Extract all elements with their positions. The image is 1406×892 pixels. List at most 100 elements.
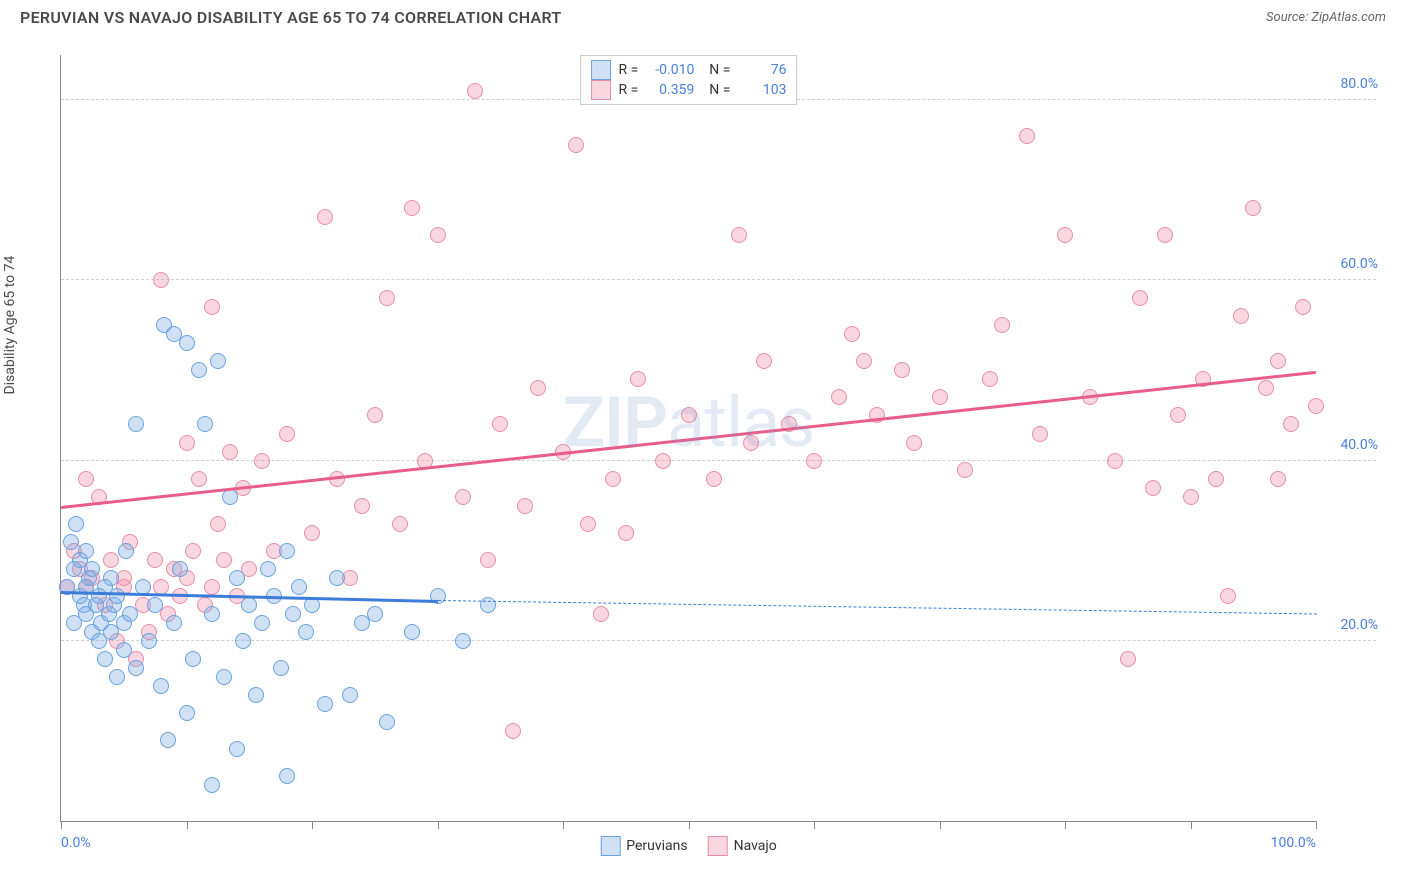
data-point-peruvians [191,362,207,378]
data-point-peruvians [172,561,188,577]
data-point-navajo [517,498,533,514]
data-point-navajo [831,389,847,405]
data-point-navajo [204,299,220,315]
x-tick [187,821,188,829]
data-point-navajo [1308,398,1324,414]
x-tick [438,821,439,829]
data-point-peruvians [68,516,84,532]
legend-swatch-icon [591,60,611,80]
data-point-peruvians [455,633,471,649]
gridline [61,640,1376,641]
data-point-navajo [605,471,621,487]
data-point-navajo [681,407,697,423]
data-point-navajo [354,498,370,514]
data-point-navajo [743,435,759,451]
data-point-peruvians [160,732,176,748]
data-point-navajo [1283,416,1299,432]
plot-area: ZIPatlas R = -0.010 N = 76 R = 0.359 N =… [60,55,1316,822]
data-point-peruvians [166,615,182,631]
x-tick [940,821,941,829]
y-axis-label: Disability Age 65 to 74 [2,256,18,395]
data-point-peruvians [179,335,195,351]
data-point-navajo [392,516,408,532]
data-point-navajo [1157,227,1173,243]
legend-row-navajo: R = 0.359 N = 103 [591,80,787,100]
data-point-navajo [1208,471,1224,487]
data-point-navajo [492,416,508,432]
data-point-navajo [593,606,609,622]
data-point-navajo [1295,299,1311,315]
y-tick-label: 80.0% [1340,76,1378,92]
data-point-navajo [317,209,333,225]
x-tick-label: 100.0% [1271,835,1316,851]
data-point-navajo [706,471,722,487]
data-point-navajo [1170,407,1186,423]
data-point-peruvians [78,543,94,559]
data-point-peruvians [63,534,79,550]
gridline [61,279,1376,280]
data-point-navajo [1057,227,1073,243]
data-point-navajo [103,552,119,568]
data-point-peruvians [317,696,333,712]
data-point-peruvians [216,669,232,685]
data-point-peruvians [404,624,420,640]
data-point-peruvians [109,588,125,604]
data-point-navajo [216,552,232,568]
data-point-peruvians [229,570,245,586]
bottom-legend-item: Navajo [708,836,777,856]
data-point-navajo [467,83,483,99]
x-tick [1065,821,1066,829]
legend-n-value: 103 [738,82,786,98]
data-point-peruvians [298,624,314,640]
data-point-peruvians [260,561,276,577]
data-point-peruvians [222,489,238,505]
legend-swatch-icon [591,80,611,100]
data-point-navajo [179,435,195,451]
data-point-peruvians [285,606,301,622]
data-point-navajo [222,444,238,460]
data-point-peruvians [367,606,383,622]
data-point-navajo [894,362,910,378]
data-point-navajo [379,290,395,306]
x-tick [61,821,62,829]
x-tick [1191,821,1192,829]
data-point-navajo [304,525,320,541]
data-point-navajo [844,326,860,342]
data-point-peruvians [109,669,125,685]
data-point-navajo [254,453,270,469]
data-point-peruvians [204,606,220,622]
data-point-peruvians [97,651,113,667]
data-point-navajo [1183,489,1199,505]
correlation-legend: R = -0.010 N = 76 R = 0.359 N = 103 [580,55,798,105]
data-point-peruvians [128,416,144,432]
x-tick [689,821,690,829]
data-point-navajo [530,380,546,396]
regression-line [437,600,1316,615]
data-point-navajo [455,489,471,505]
legend-row-peruvians: R = -0.010 N = 76 [591,60,787,80]
data-point-navajo [1258,380,1274,396]
data-point-peruvians [179,705,195,721]
data-point-navajo [1032,426,1048,442]
data-point-navajo [1132,290,1148,306]
data-point-navajo [630,371,646,387]
data-point-navajo [1270,471,1286,487]
legend-r-value: 0.359 [646,82,694,98]
bottom-legend-item: Peruvians [600,836,687,856]
data-point-peruvians [128,660,144,676]
data-point-peruvians [197,416,213,432]
data-point-navajo [147,552,163,568]
data-point-navajo [404,200,420,216]
data-point-peruvians [118,543,134,559]
data-point-navajo [994,317,1010,333]
data-point-peruvians [279,768,295,784]
series-legend: Peruvians Navajo [600,836,777,856]
data-point-peruvians [141,633,157,649]
data-point-navajo [1107,453,1123,469]
data-point-peruvians [210,353,226,369]
legend-n-label: N = [702,82,730,98]
x-tick [563,821,564,829]
regression-line [61,370,1316,508]
data-point-navajo [1245,200,1261,216]
data-point-navajo [191,471,207,487]
